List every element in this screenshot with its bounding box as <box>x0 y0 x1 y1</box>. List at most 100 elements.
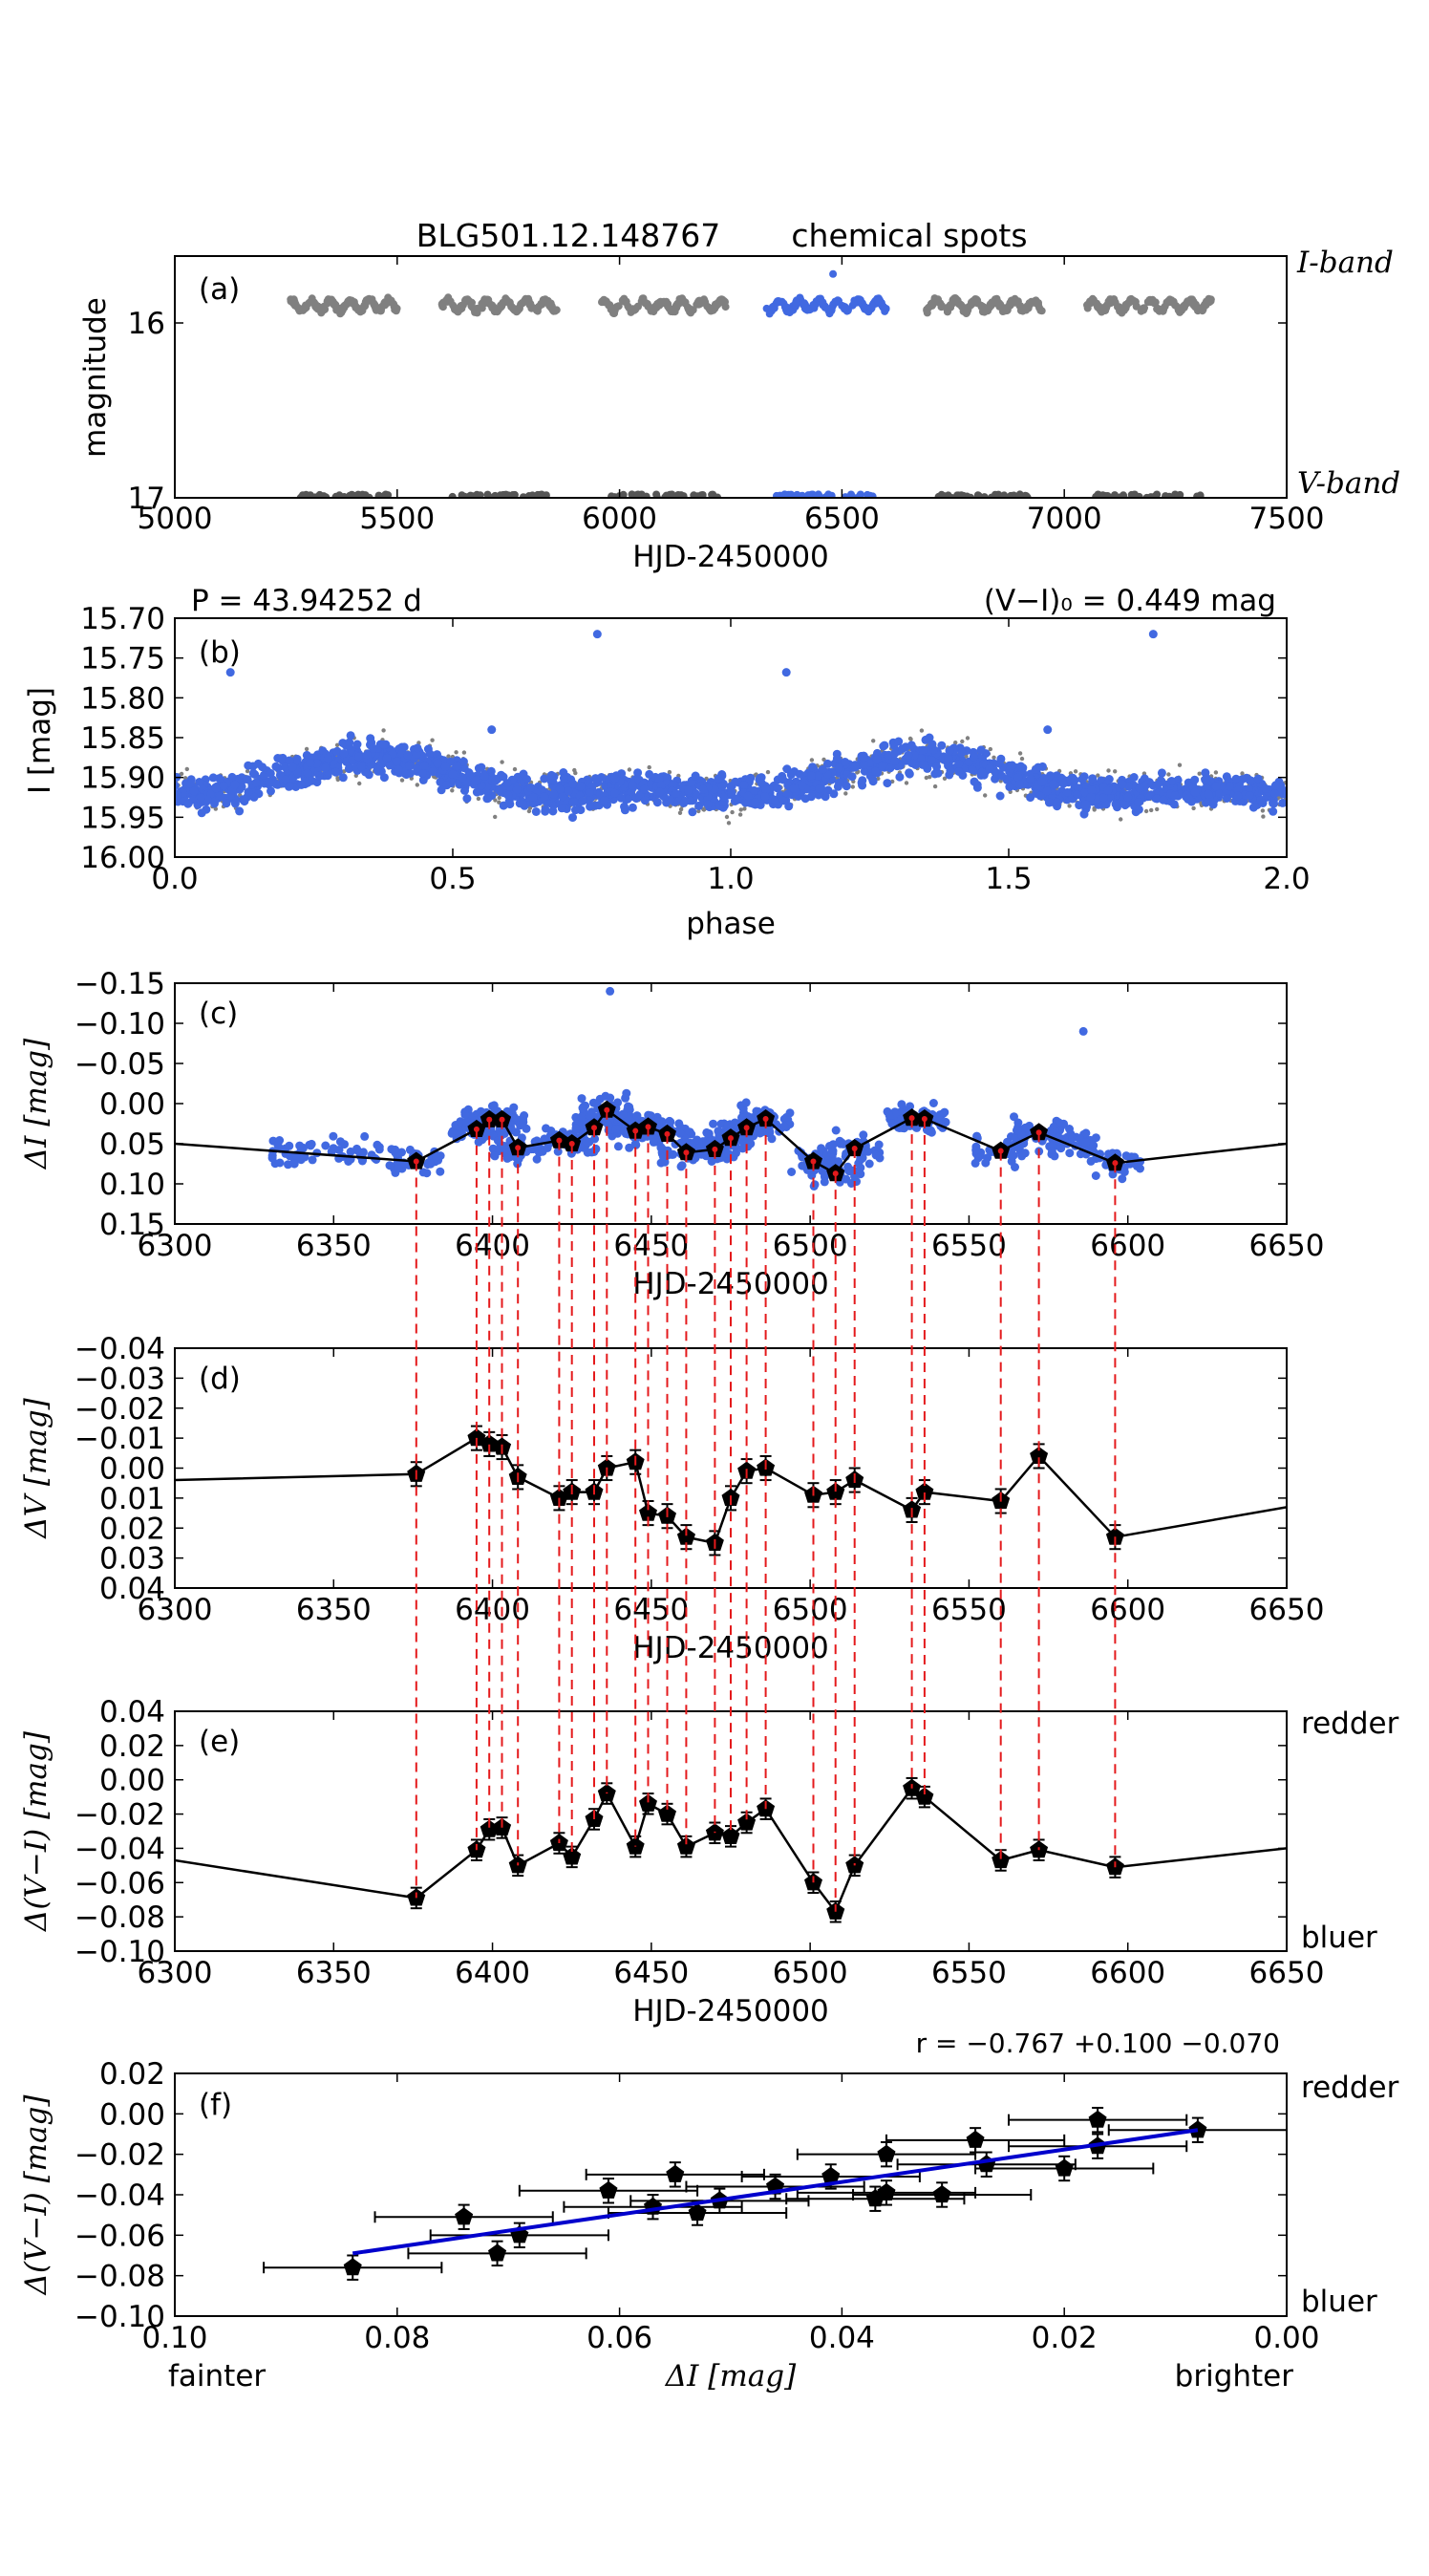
blue-point <box>717 782 727 791</box>
v-band-point <box>662 491 671 498</box>
blue-point <box>906 741 916 750</box>
blue-point <box>1042 786 1052 796</box>
blue-point <box>597 773 607 782</box>
v-band-point <box>351 491 358 498</box>
x-tick-label: 0.0 <box>151 862 198 896</box>
blue-point <box>251 778 261 787</box>
blue-point <box>868 777 878 786</box>
i-band-point <box>522 297 530 306</box>
blue-point <box>1044 798 1054 807</box>
blue-point <box>477 781 486 790</box>
i-band-point <box>707 307 715 315</box>
blue-point <box>585 788 594 797</box>
blue-point <box>1204 789 1213 799</box>
gray-point <box>415 783 419 787</box>
i-band-point <box>1024 302 1033 311</box>
i-band-point <box>1111 298 1120 307</box>
blue-point <box>1157 768 1166 778</box>
blue-point <box>477 762 486 772</box>
i-band-point <box>653 301 662 310</box>
blue-point <box>541 805 550 814</box>
blue-point <box>1247 776 1256 785</box>
blue-point <box>832 749 842 759</box>
blue-point <box>1103 785 1113 795</box>
gray-point <box>724 814 730 820</box>
blue-point <box>1016 762 1026 771</box>
blue-point <box>405 762 414 770</box>
gray-point <box>928 775 932 780</box>
blue-point <box>858 776 867 785</box>
blue-point <box>684 785 693 795</box>
i-band-point <box>856 296 864 304</box>
blue-point <box>994 759 1004 768</box>
blue-point <box>540 774 549 784</box>
blue-point <box>1190 775 1200 784</box>
blue-point <box>704 1128 714 1138</box>
blue-point <box>461 1117 471 1127</box>
blue-point <box>1123 792 1133 802</box>
gray-point <box>446 754 451 759</box>
blue-point <box>1233 791 1243 801</box>
blue-point <box>483 794 493 804</box>
blue-point <box>860 760 868 769</box>
blue-point <box>285 756 294 765</box>
blue-point <box>502 779 512 788</box>
i-band-point <box>967 301 974 310</box>
blue-point <box>839 1139 848 1148</box>
i-band-point <box>376 307 385 315</box>
i-band-point <box>634 302 642 311</box>
gray-point <box>701 806 706 812</box>
gray-point <box>904 781 909 785</box>
gray-point <box>430 738 435 742</box>
blue-point <box>412 750 421 759</box>
blue-point <box>688 807 697 817</box>
gray-point <box>450 788 455 793</box>
blue-point <box>779 1122 789 1131</box>
blue-point <box>850 1171 860 1181</box>
blue-point <box>789 784 799 793</box>
v-band-point <box>381 491 390 498</box>
i-band-point <box>370 299 378 308</box>
blue-point <box>606 1093 615 1103</box>
blue-point <box>354 752 363 762</box>
v-band-point <box>675 493 684 498</box>
blue-point <box>656 1143 666 1152</box>
blue-point <box>339 749 349 759</box>
blue-point <box>719 793 729 803</box>
blue-point <box>175 791 182 800</box>
blue-point <box>1070 776 1079 785</box>
x-tick-label: 7000 <box>1027 502 1102 536</box>
blue-point <box>1020 1123 1030 1132</box>
gray-point <box>1149 807 1154 813</box>
v-band-point <box>296 493 305 498</box>
v-band-point <box>315 490 324 498</box>
v-band-point <box>483 490 492 498</box>
i-band-point <box>501 297 510 306</box>
i-band-point <box>627 308 635 316</box>
axes-frame <box>174 255 1288 499</box>
blue-point <box>1079 809 1089 819</box>
plot-area <box>287 269 1215 498</box>
i-band-point <box>679 297 688 306</box>
blue-point <box>782 789 792 799</box>
blue-point <box>909 751 919 761</box>
v-band-point <box>1103 493 1112 498</box>
blue-point <box>925 1125 934 1134</box>
i-band-point <box>494 306 502 314</box>
blue-point <box>1271 781 1281 790</box>
blue-point <box>189 786 199 796</box>
gray-point <box>850 784 855 789</box>
blue-point <box>571 805 580 815</box>
blue-point <box>613 1142 623 1151</box>
blue-point <box>944 754 953 763</box>
blue-point <box>698 784 708 794</box>
blue-point <box>1231 774 1241 784</box>
i-band-point <box>1162 298 1171 307</box>
blue-point <box>271 762 281 771</box>
i-band-point <box>841 303 849 311</box>
blue-point <box>413 764 422 773</box>
blue-point <box>892 1108 902 1118</box>
blue-point <box>186 779 196 788</box>
v-band-point <box>866 493 875 498</box>
gray-point <box>988 746 993 752</box>
